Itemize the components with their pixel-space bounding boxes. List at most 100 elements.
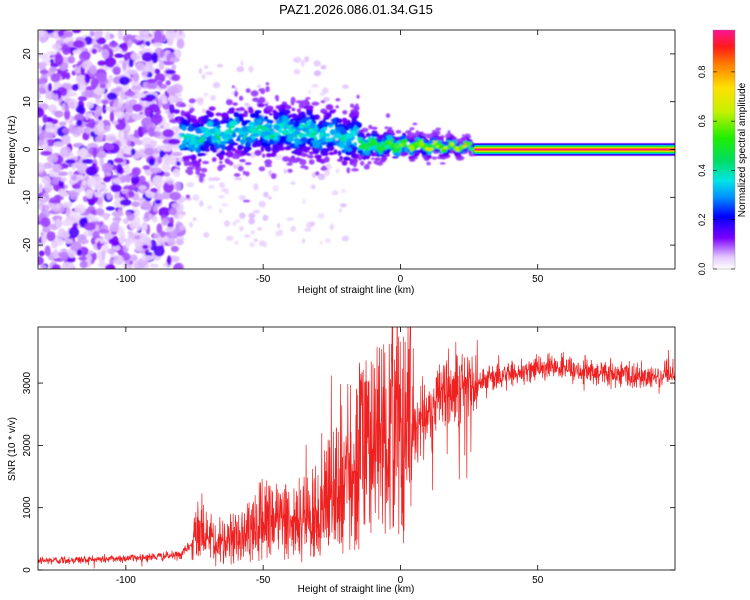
- spectrogram-cell: [426, 155, 433, 159]
- spectrogram-cell: [144, 30, 150, 39]
- spectrogram-cell: [124, 90, 136, 97]
- spectrogram-cell: [174, 181, 182, 192]
- spectrogram-cell: [119, 235, 125, 245]
- spectrogram-cell: [277, 222, 281, 229]
- y-tick-label: 10: [22, 96, 33, 108]
- spectrogram-cell: [285, 105, 292, 110]
- spectrogram-cell: [435, 127, 442, 131]
- spectrogram-cell: [102, 104, 107, 114]
- spectrogram-cell: [328, 151, 335, 156]
- spectrogram-cell: [324, 133, 331, 137]
- spectrogram-cell: [146, 78, 157, 83]
- spectrogram-cell: [274, 154, 283, 160]
- spectrogram-cell: [97, 60, 106, 66]
- spectrogram-cell: [341, 149, 346, 154]
- spectrogram-cell: [232, 131, 236, 138]
- spectrogram-cell: [224, 152, 228, 156]
- spectrogram-cell: [47, 51, 58, 56]
- spectrogram-cell: [346, 138, 354, 142]
- spectrogram-cell: [115, 111, 126, 119]
- spectrogram-cell: [317, 212, 325, 219]
- spectrogram-cell: [338, 141, 345, 148]
- spectrogram-cell: [367, 161, 372, 165]
- y-tick-label: 3000: [22, 372, 33, 395]
- spectrogram-cell: [254, 149, 262, 156]
- spectrogram-cell: [152, 205, 158, 213]
- spectrogram-cell: [273, 112, 280, 116]
- spectrogram-cell: [133, 72, 140, 82]
- spectrogram-cell: [301, 127, 309, 132]
- spectrogram-cell: [105, 106, 118, 111]
- spectrogram-cell: [370, 132, 377, 137]
- spectrogram-cell: [75, 104, 85, 114]
- spectrogram-cell: [141, 221, 148, 232]
- spectrogram-cell: [179, 144, 187, 149]
- spectrogram-cell: [57, 30, 64, 37]
- spectrogram-cell: [76, 119, 83, 127]
- spectrogram-cell: [167, 96, 177, 102]
- spectrogram-cell: [218, 164, 226, 168]
- spectrogram-cell: [208, 184, 215, 189]
- spectrogram-cell: [320, 100, 326, 104]
- spectrogram-cell: [392, 149, 398, 153]
- spectrogram-cell: [281, 129, 290, 136]
- spectrogram-cell: [319, 240, 324, 245]
- spectrogram-cell: [187, 117, 192, 124]
- spectrogram-cell: [95, 105, 103, 116]
- spectrogram-cell: [420, 133, 428, 136]
- spectrogram-cell: [214, 144, 219, 149]
- spectrogram-cell: [372, 152, 377, 157]
- spectrogram-cell: [127, 39, 133, 48]
- spectrogram-cell: [229, 107, 235, 113]
- spectrogram-cell: [47, 83, 52, 92]
- spectrogram-cell: [435, 149, 441, 152]
- spectrogram-cell: [322, 111, 329, 115]
- spectrogram-cell: [250, 90, 259, 97]
- spectrogram-cell: [130, 174, 140, 185]
- spectrogram-cell: [44, 204, 50, 212]
- spectrogram-cell: [153, 30, 162, 40]
- spectrogram-cell: [40, 36, 46, 43]
- spectrogram-cell: [322, 117, 327, 121]
- spectrogram-cell: [42, 114, 48, 124]
- spectrogram-cell: [356, 137, 363, 141]
- spectrogram-cell: [368, 142, 375, 146]
- spectrogram-cell: [161, 161, 171, 172]
- spectrogram-cell: [71, 183, 81, 189]
- spectrogram-cell: [372, 137, 376, 141]
- spectrogram-cell: [226, 150, 234, 157]
- spectrogram-cell: [347, 125, 353, 129]
- spectrogram-cell: [305, 146, 312, 150]
- spectrogram-cell: [215, 135, 221, 139]
- spectrogram-cell: [150, 113, 163, 125]
- spectrogram-cell: [225, 99, 233, 106]
- spectrogram-cell: [201, 108, 206, 114]
- spectrogram-cell: [268, 130, 275, 134]
- spectrogram-cell: [94, 191, 104, 198]
- spectrogram-cell: [431, 130, 438, 132]
- spectrogram-cell: [111, 210, 124, 217]
- spectrogram-cell: [298, 133, 303, 138]
- spectrogram-cell: [460, 151, 464, 154]
- spectrogram-cell: [219, 154, 224, 160]
- spectrogram-cell: [65, 159, 76, 165]
- spectrogram-blobs: [38, 30, 477, 269]
- spectrogram-cell: [342, 110, 348, 115]
- spectrogram-cell: [40, 150, 53, 156]
- spectrogram-cell: [427, 147, 434, 152]
- spectrogram-cell: [329, 109, 336, 114]
- spectrogram-cell: [169, 57, 180, 63]
- spectrogram-cell: [431, 137, 438, 141]
- spectrogram-cell: [231, 85, 235, 88]
- y-tick-label: 2000: [22, 434, 33, 457]
- spectrogram-cell: [232, 221, 237, 227]
- spectrogram-cell: [135, 139, 143, 146]
- spectrogram-cell: [77, 83, 86, 92]
- spectrogram-cell: [144, 147, 155, 156]
- spectrogram-cell: [445, 134, 449, 138]
- spectrogram-cell: [406, 139, 414, 142]
- spectrogram-cell: [51, 264, 61, 269]
- spectrogram-cell: [65, 72, 71, 80]
- spectrogram-cell: [171, 64, 177, 71]
